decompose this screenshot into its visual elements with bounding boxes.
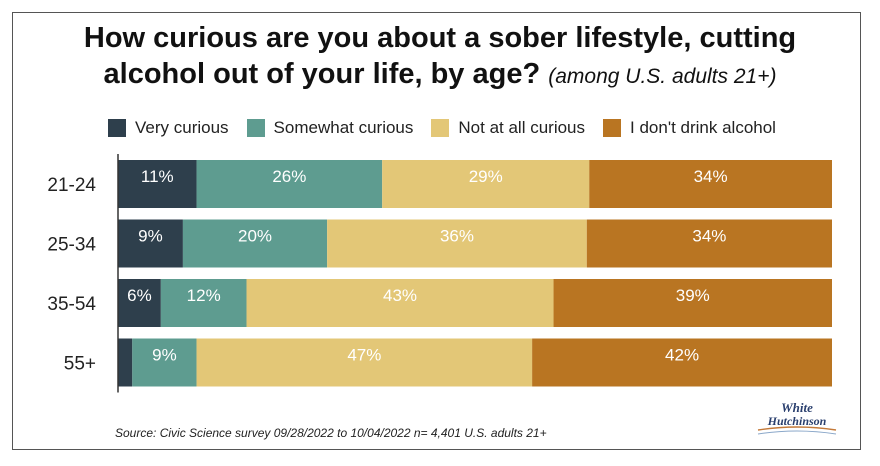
white-hutchinson-logo: White Hutchinson <box>757 400 837 435</box>
legend-swatch <box>431 119 450 137</box>
chart-title-main: How curious are you about a sober lifest… <box>83 22 797 90</box>
legend-label: Somewhat curious <box>273 118 414 137</box>
bar-segment-25-34-not-at-all-curious <box>327 219 587 268</box>
legend-label: Very curious <box>135 118 229 137</box>
data-label-35-54-very-curious: 6% <box>127 286 152 305</box>
bar-segment-25-34-i-don-t-drink-alcohol <box>586 219 832 268</box>
legend-swatch <box>246 119 265 137</box>
legend-label: I don't drink alcohol <box>630 118 776 137</box>
chart-title: How curious are you about a sober lifest… <box>40 20 840 95</box>
bar-segment-35-54-i-don-t-drink-alcohol <box>553 279 832 327</box>
bar-segment-21-24-i-don-t-drink-alcohol <box>589 160 832 208</box>
bar-segment-25-34-somewhat-curious <box>182 219 328 268</box>
legend-item-very-curious: Very curious <box>108 118 229 138</box>
logo-word-hutchinson: Hutchinson <box>767 414 827 428</box>
bar-segment-35-54-very-curious <box>118 279 161 327</box>
bar-segment-55-very-curious <box>118 338 133 387</box>
data-label-21-24-not-at-all-curious: 29% <box>469 167 503 186</box>
bar-segment-35-54-somewhat-curious <box>160 279 247 327</box>
legend-swatch <box>603 119 622 137</box>
legend-item-not-at-all-curious: Not at all curious <box>431 118 585 138</box>
data-label-55-somewhat-curious: 9% <box>152 346 177 365</box>
chart-subtitle: (among U.S. adults 21+) <box>548 65 777 88</box>
data-label-35-54-somewhat-curious: 12% <box>187 286 221 305</box>
category-label-21-24: 21-24 <box>47 175 96 196</box>
legend-item-somewhat-curious: Somewhat curious <box>246 118 414 138</box>
bar-segment-21-24-somewhat-curious <box>196 160 383 208</box>
category-label-25-34: 25-34 <box>47 235 96 256</box>
legend-label: Not at all curious <box>458 118 586 137</box>
bar-segment-21-24-very-curious <box>118 160 197 208</box>
legend-item-i-don-t-drink-alcohol: I don't drink alcohol <box>603 118 776 138</box>
data-label-35-54-not-at-all-curious: 43% <box>383 286 417 305</box>
bar-segment-21-24-not-at-all-curious <box>382 160 590 208</box>
legend: Very curious Somewhat curious Not at all c… <box>108 118 794 138</box>
data-label-21-24-somewhat-curious: 26% <box>272 167 306 186</box>
legend-swatch <box>108 119 126 137</box>
data-label-21-24-very-curious: 11% <box>141 167 174 186</box>
data-label-25-34-somewhat-curious: 20% <box>238 227 272 246</box>
bar-segment-55-i-don-t-drink-alcohol <box>532 338 832 387</box>
bar-segment-25-34-very-curious <box>118 219 183 268</box>
data-label-21-24-i-don-t-drink-alcohol: 34% <box>694 167 728 186</box>
bar-segment-35-54-not-at-all-curious <box>246 279 554 327</box>
data-label-35-54-i-don-t-drink-alcohol: 39% <box>676 286 710 305</box>
data-label-25-34-i-don-t-drink-alcohol: 34% <box>692 227 726 246</box>
category-label-55: 55+ <box>64 354 96 375</box>
logo-word-white: White <box>781 400 813 415</box>
data-label-55-i-don-t-drink-alcohol: 42% <box>665 346 699 365</box>
data-label-25-34-very-curious: 9% <box>138 227 163 246</box>
bar-segment-55-somewhat-curious <box>132 338 197 387</box>
bar-segment-55-not-at-all-curious <box>196 338 533 387</box>
source-note: Source: Civic Science survey 09/28/2022 … <box>115 426 547 440</box>
data-label-55-not-at-all-curious: 47% <box>347 346 381 365</box>
data-label-25-34-not-at-all-curious: 36% <box>440 227 474 246</box>
category-label-35-54: 35-54 <box>47 294 96 315</box>
